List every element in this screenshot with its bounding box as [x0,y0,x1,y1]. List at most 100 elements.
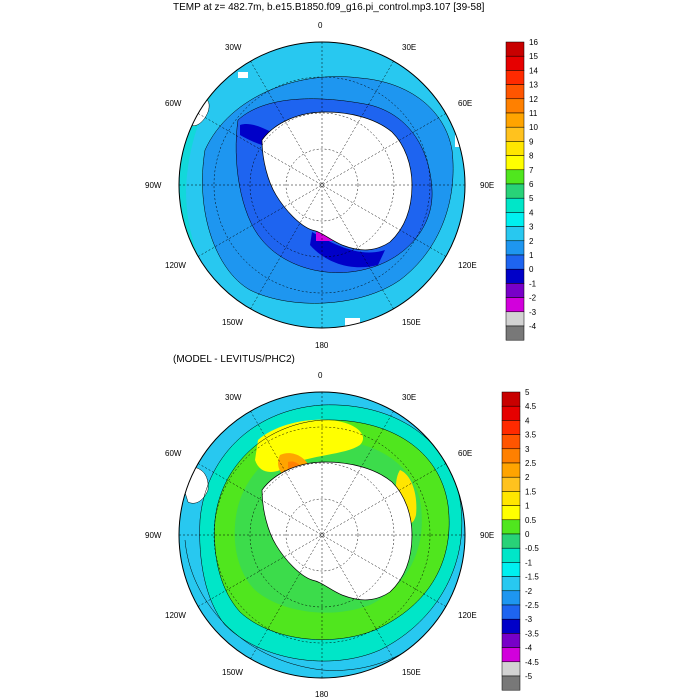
panel1-colorbar-box [505,55,525,71]
panel1-colorbar-label: 10 [529,123,538,132]
panel1-lon-label: 60E [458,99,472,108]
panel2-lon-label: 120W [165,611,186,620]
panel1-colorbar-label: -4 [529,322,537,331]
panel1-colorbar-label: 12 [529,95,538,104]
panel2-colorbar-label: 0 [525,530,530,539]
panel2-colorbar-label: -4 [525,644,533,653]
panel1-lon-label: 30E [402,43,416,52]
panel2-lon-label: 150E [402,668,421,677]
panel2-graticule [179,392,465,678]
panel2-colorbar-box [501,576,521,592]
panel1-colorbar-box [505,240,525,256]
panel2-colorbar-label: 0.5 [525,516,537,525]
panel1-title: TEMP at z= 482.7m, b.e15.B1850.f09_g16.p… [173,2,485,13]
panel1-colorbar-label: 15 [529,52,538,61]
panel1-field-0-1-ross [310,232,385,268]
panel2-colorbar-label: 2.5 [525,459,537,468]
panel1-colorbar-box [505,112,525,128]
panel2-colorbar-label: -2 [525,587,533,596]
panel1-colorbar-label: 0 [529,265,534,274]
panel1-colorbar-label: 13 [529,81,538,90]
panel1-colorbar-label: 8 [529,152,534,161]
panel1-colorbar-box [505,297,525,313]
panel2-colorbar-label: -1 [525,558,533,567]
panel2-colorbar-box [501,590,521,606]
panel2-colorbar-box [501,519,521,535]
panel1-antarctica [261,111,413,251]
panel2-lon-label: 0 [318,371,323,380]
panel2-colorbar-box [501,633,521,648]
panel1-map: 0 30E 60E 90E 120E 150E 180 150W 120W 90… [145,21,494,350]
panel2-title: (MODEL - LEVITUS/PHC2) [173,354,295,365]
panel2-lon-label: 150W [222,668,243,677]
panel2-colorbar-label: -2.5 [525,601,539,610]
panel2-colorbar-label: 1 [525,502,530,511]
panel2-colorbar-label: -4.5 [525,658,539,667]
panel1-land-patch [345,318,360,328]
panel1-colorbar-label: -3 [529,308,537,317]
panel2-colorbar-box [501,434,521,450]
panel1-colorbar-label: -1 [529,279,537,288]
panel1-graticule [179,42,465,328]
panel2-colorbar-label: 3 [525,445,530,454]
panel1-colorbar-box [505,84,525,100]
panel2-colorbar-label: 4.5 [525,402,537,411]
panel1-colorbar-label: 11 [529,109,538,118]
panel1-colorbar-box [505,197,525,213]
panel2-colorbar-label: -3.5 [525,629,539,638]
panel2-colorbar-label: -5 [525,672,533,681]
panel1-land-patch [238,72,248,78]
panel1-colorbar-box [505,155,525,171]
panel1-lon-label: 90E [480,181,494,190]
panel1-colorbar-box [505,41,525,57]
panel2-colorbar-box [501,405,521,421]
panel1-map-border [178,41,466,329]
panel2-colorbar-box [501,647,521,663]
panel1-colorbar-box [505,283,525,298]
panel2-colorbar-box [501,448,521,464]
panel1-colorbar-box [505,70,525,85]
panel2-colorbar-box [501,562,521,577]
panel1-colorbar-label: 14 [529,66,538,75]
panel1-lon-label: 120E [458,261,477,270]
panel2-lon-label: 90W [145,531,162,540]
panel1-colorbar-label: 7 [529,166,534,175]
panel2-lon-label: 60E [458,449,472,458]
panel1-lon-label: 60W [165,99,182,108]
panel2-colorbar-box [501,533,521,549]
panel1-colorbar-box [505,254,525,270]
panel1-lon-label: 180 [315,341,329,350]
panel1-colorbar-label: 4 [529,208,534,217]
panel2-lon-label: 60W [165,449,182,458]
panel2-colorbar-box [501,505,521,521]
panel2-colorbar-box [501,604,521,620]
panel2-colorbar-label: 4 [525,416,530,425]
panel1-colorbar-label: 9 [529,137,534,146]
panel1-lon-label: 150E [402,318,421,327]
panel1-colorbar-box [505,226,525,242]
panel2-colorbar-box [501,391,521,407]
panel2-colorbar-box [501,618,521,634]
panel1-colorbar-label: 5 [529,194,534,203]
panel2-colorbar-label: -1.5 [525,573,539,582]
panel2-antarctica [261,461,413,601]
panel2-colorbar-label: -0.5 [525,544,539,553]
panel1-colorbar-box [505,141,525,156]
panel2-colorbar-box [501,476,521,492]
panel1-colorbar-box [505,212,525,227]
panel1-colorbar-box [505,98,525,114]
panel1-contour [235,98,433,273]
panel2-colorbar-label: 5 [525,388,530,397]
panel1-lon-label: 120W [165,261,186,270]
panel1-lon-label: 30W [225,43,242,52]
panel2-map-border [178,391,466,679]
panel2-colorbar-box [501,675,521,691]
panel1-colorbar-box [505,183,525,199]
panel1-colorbar-label: 2 [529,237,534,246]
panel1-lon-label: 150W [222,318,243,327]
panel2-colorbar-box [501,462,521,478]
panel1-colorbar-box [505,169,525,185]
panel2-lon-label: 90E [480,531,494,540]
